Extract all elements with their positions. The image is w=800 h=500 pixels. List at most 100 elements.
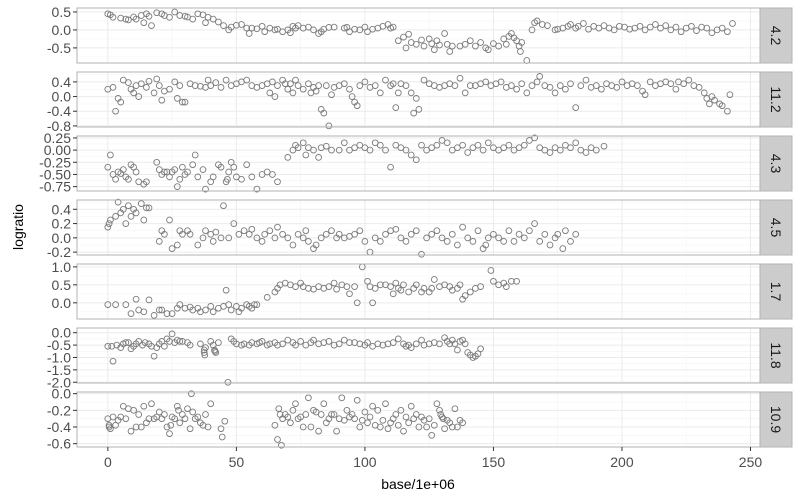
data-point: [407, 344, 415, 351]
data-point: [107, 216, 114, 224]
x-tick-label: 200: [610, 454, 634, 470]
data-point: [384, 425, 392, 433]
data-point: [284, 413, 292, 421]
data-point: [132, 168, 140, 176]
data-point: [706, 100, 713, 108]
data-point: [335, 340, 343, 348]
data-point: [348, 93, 356, 100]
data-point: [703, 24, 711, 32]
y-tick-label: -1.0: [47, 349, 71, 365]
data-point: [189, 408, 197, 416]
data-point: [261, 28, 269, 36]
data-point: [302, 227, 310, 235]
data-point: [340, 139, 348, 147]
data-point: [125, 79, 132, 86]
data-point: [179, 98, 186, 106]
data-point: [199, 234, 207, 242]
data-point: [112, 213, 119, 220]
panel-background: [77, 328, 760, 383]
data-point: [119, 205, 127, 213]
y-axis-title: logratio: [10, 204, 26, 250]
data-point: [302, 151, 310, 159]
data-point: [299, 234, 307, 242]
data-point: [322, 142, 330, 150]
y-tick-label: 0.0: [52, 89, 72, 105]
data-point: [155, 238, 163, 245]
data-point: [652, 21, 659, 28]
data-point: [224, 378, 232, 386]
data-point: [171, 8, 179, 16]
data-point: [343, 406, 351, 414]
data-point: [469, 238, 477, 245]
facet-strip: [759, 135, 793, 192]
data-point: [551, 89, 559, 97]
data-point: [221, 417, 229, 425]
data-point: [194, 413, 202, 421]
data-point: [556, 82, 564, 89]
data-point: [392, 279, 400, 287]
data-point: [112, 301, 119, 308]
data-point: [580, 20, 587, 27]
data-point: [217, 234, 225, 242]
data-point: [289, 89, 297, 97]
data-point: [376, 423, 384, 431]
data-point: [382, 230, 389, 238]
facet-panel-4.2: 0.5 0.0 -0.5 4.2: [47, 4, 793, 64]
data-point: [567, 21, 574, 28]
data-point: [202, 344, 209, 351]
data-point: [168, 310, 176, 317]
data-point: [173, 402, 181, 410]
data-point: [108, 342, 116, 350]
data-point: [343, 283, 351, 290]
data-point: [274, 341, 281, 349]
data-point: [672, 85, 680, 93]
data-point: [394, 89, 402, 97]
data-point: [209, 308, 217, 316]
data-point: [274, 436, 281, 443]
data-point: [140, 308, 148, 316]
data-point: [598, 85, 605, 93]
data-point: [225, 301, 233, 308]
data-point: [582, 76, 590, 84]
data-point: [394, 421, 402, 429]
data-point: [428, 285, 436, 292]
data-point: [477, 345, 484, 353]
data-point: [225, 234, 233, 242]
data-point: [127, 213, 135, 220]
data-point: [294, 144, 302, 152]
data-point: [466, 37, 474, 45]
data-point: [104, 342, 112, 350]
data-point: [371, 82, 379, 89]
data-point: [412, 227, 420, 235]
data-point: [518, 39, 526, 46]
data-point: [261, 230, 269, 238]
data-point: [364, 277, 371, 285]
data-point: [641, 91, 649, 99]
data-point: [351, 415, 358, 423]
y-tick-label: 0.00: [44, 142, 71, 158]
data-point: [248, 225, 256, 233]
data-point: [225, 168, 233, 176]
data-point: [695, 84, 703, 91]
data-point: [248, 339, 256, 346]
data-point: [456, 281, 464, 289]
data-point: [361, 408, 369, 416]
data-point: [145, 415, 153, 423]
data-point: [610, 26, 618, 34]
data-point: [464, 234, 472, 242]
data-point: [472, 42, 479, 50]
data-point: [726, 91, 734, 99]
data-point: [330, 341, 338, 349]
facet-strip: [759, 391, 793, 448]
data-point: [189, 161, 197, 169]
data-point: [167, 421, 175, 429]
data-point: [107, 151, 114, 159]
data-point: [137, 423, 145, 431]
data-point: [366, 146, 374, 154]
data-point: [240, 227, 248, 235]
data-point: [551, 26, 559, 34]
data-point: [253, 25, 261, 33]
facet-panel-4.5: 0.40.20.0-0.2 4.5: [47, 198, 793, 260]
data-point: [340, 80, 348, 88]
data-point: [220, 22, 227, 29]
